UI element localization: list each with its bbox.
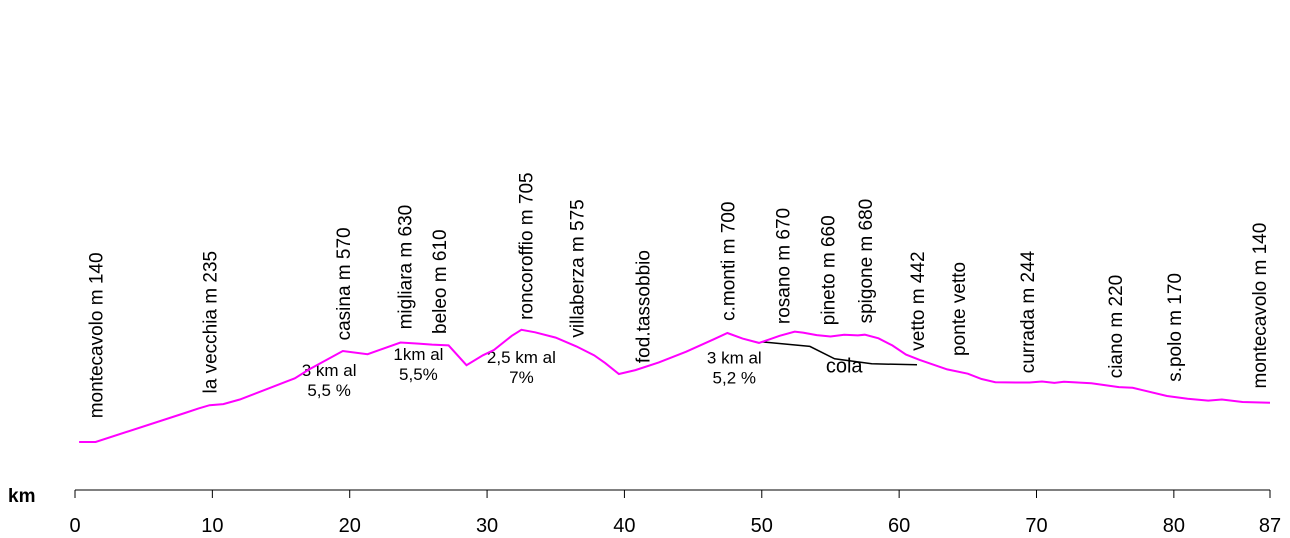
place-label: montecavolo m 140 <box>1250 223 1271 389</box>
gradient-annotation-line: 1km al <box>393 345 443 364</box>
place-labels: montecavolo m 140 la vecchia m 235 casina … <box>87 172 1271 418</box>
place-label: beleo m 610 <box>430 229 451 334</box>
gradient-annotation-line: 3 km al <box>302 361 357 380</box>
place-label: montecavolo m 140 <box>87 252 108 418</box>
x-tick-label: 87 <box>1259 515 1281 537</box>
place-label: casina m 570 <box>334 227 355 340</box>
place-label: pineto m 660 <box>819 215 840 325</box>
x-tick-label: 40 <box>613 515 635 537</box>
x-axis-unit-label: km <box>8 486 35 507</box>
x-tick-label: 10 <box>201 515 223 537</box>
x-tick-label: 70 <box>1025 515 1047 537</box>
place-label: spigone m 680 <box>856 199 877 324</box>
gradient-annotation: cola <box>826 355 864 377</box>
gradient-annotation-line: 3 km al <box>707 348 762 367</box>
place-label: fod.tassobbio <box>633 250 654 363</box>
gradient-annotation-line: 5,5% <box>399 365 438 384</box>
place-label: la vecchia m 235 <box>201 251 222 394</box>
place-label: c.monti m 700 <box>718 202 739 321</box>
gradient-annotation-line: 2,5 km al <box>487 348 556 367</box>
place-label: currada m 244 <box>1018 250 1039 373</box>
gradient-annotations: 3 km al 5,5 %1km al 5,5%2,5 km al 7%3 km al… <box>302 345 864 400</box>
place-label: ciano m 220 <box>1106 275 1127 379</box>
gradient-annotation: 1km al 5,5% <box>393 345 443 384</box>
gradient-annotation: 3 km al 5,2 % <box>707 348 762 387</box>
place-label: ponte vetto <box>949 262 970 356</box>
place-label: villaberza m 575 <box>567 199 588 337</box>
gradient-annotation-line: cola <box>826 355 864 377</box>
x-tick-label: 50 <box>751 515 773 537</box>
gradient-annotation: 2,5 km al 7% <box>487 348 556 387</box>
x-tick-label: 80 <box>1163 515 1185 537</box>
elevation-profile-line <box>79 328 1271 443</box>
x-tick-label: 0 <box>69 515 80 537</box>
cola-branch-line <box>761 341 918 366</box>
place-label: roncoroffio m 705 <box>517 172 538 320</box>
x-tick-label: 20 <box>339 515 361 537</box>
place-label: migliara m 630 <box>396 205 417 330</box>
gradient-annotation: 3 km al 5,5 % <box>302 361 357 400</box>
place-label: s.polo m 170 <box>1165 273 1186 382</box>
place-label: rosano m 670 <box>773 208 794 324</box>
gradient-annotation-line: 7% <box>509 368 534 387</box>
x-tick-label: 30 <box>476 515 498 537</box>
gradient-annotation-line: 5,2 % <box>713 368 756 387</box>
x-axis-ticks: 0 10 20 30 40 50 60 70 80 87 <box>69 490 1281 537</box>
x-tick-label: 60 <box>888 515 910 537</box>
place-label: vetto m 442 <box>908 251 929 350</box>
gradient-annotation-line: 5,5 % <box>307 381 350 400</box>
